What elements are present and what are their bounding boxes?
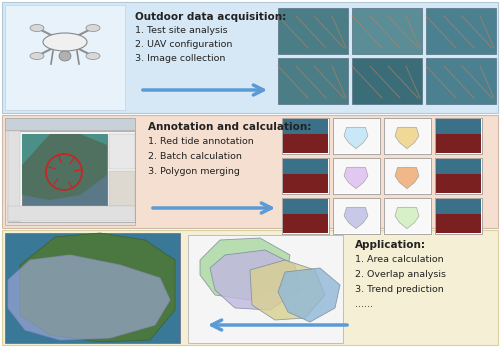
Bar: [384, 198, 431, 234]
Text: 1. Test site analysis: 1. Test site analysis: [135, 26, 228, 35]
Ellipse shape: [30, 25, 44, 32]
Bar: [384, 118, 431, 154]
Bar: [22, 134, 107, 209]
Bar: [278, 8, 348, 54]
Polygon shape: [344, 167, 368, 189]
Bar: [2, 115, 498, 228]
Bar: [385, 199, 430, 233]
Bar: [283, 119, 328, 153]
Bar: [5, 118, 135, 130]
Bar: [278, 58, 348, 104]
Text: Application:: Application:: [355, 240, 426, 250]
Bar: [109, 134, 135, 169]
Bar: [283, 159, 328, 174]
Bar: [5, 5, 125, 110]
Bar: [334, 159, 379, 193]
Text: 3. Image collection: 3. Image collection: [135, 54, 226, 63]
Bar: [436, 119, 481, 153]
Text: 3. Trend prediction: 3. Trend prediction: [355, 285, 444, 294]
Polygon shape: [250, 260, 325, 320]
Bar: [436, 159, 481, 174]
Bar: [8, 206, 135, 221]
Text: Outdoor data acquisition:: Outdoor data acquisition:: [135, 12, 286, 22]
Bar: [109, 171, 135, 206]
Bar: [435, 158, 482, 194]
Bar: [22, 134, 107, 169]
Ellipse shape: [30, 52, 44, 59]
Polygon shape: [210, 250, 300, 310]
Bar: [283, 199, 328, 214]
Bar: [436, 159, 481, 193]
Bar: [435, 118, 482, 154]
Ellipse shape: [59, 51, 71, 61]
Polygon shape: [344, 127, 368, 149]
Bar: [334, 199, 379, 233]
Bar: [282, 158, 329, 194]
Bar: [333, 198, 380, 234]
Polygon shape: [200, 238, 290, 300]
Bar: [188, 235, 343, 343]
Text: 2. UAV configuration: 2. UAV configuration: [135, 40, 232, 49]
Text: Annotation and calculation:: Annotation and calculation:: [148, 122, 312, 132]
Bar: [436, 199, 481, 233]
Bar: [282, 198, 329, 234]
Bar: [283, 159, 328, 193]
Bar: [5, 118, 135, 225]
Text: ......: ......: [355, 300, 373, 309]
Ellipse shape: [86, 52, 100, 59]
Bar: [384, 158, 431, 194]
Bar: [352, 8, 422, 54]
Ellipse shape: [43, 33, 87, 51]
Bar: [2, 230, 498, 345]
Polygon shape: [344, 207, 368, 229]
Bar: [435, 198, 482, 234]
Polygon shape: [8, 255, 170, 340]
Bar: [8, 131, 20, 222]
Bar: [282, 118, 329, 154]
Bar: [334, 119, 379, 153]
Text: 2. Overlap analysis: 2. Overlap analysis: [355, 270, 446, 279]
Polygon shape: [20, 233, 175, 342]
Text: 1. Area calculation: 1. Area calculation: [355, 255, 444, 264]
Polygon shape: [278, 268, 340, 322]
Bar: [385, 119, 430, 153]
Bar: [436, 119, 481, 134]
Bar: [385, 159, 430, 193]
Bar: [5, 233, 180, 343]
Text: 1. Red tide annotation: 1. Red tide annotation: [148, 137, 254, 146]
Bar: [436, 199, 481, 214]
Polygon shape: [395, 127, 419, 149]
Bar: [333, 158, 380, 194]
Polygon shape: [395, 167, 419, 189]
Text: 3. Polygon merging: 3. Polygon merging: [148, 167, 240, 176]
Bar: [8, 131, 135, 222]
Polygon shape: [395, 207, 419, 229]
Ellipse shape: [86, 25, 100, 32]
Bar: [333, 118, 380, 154]
Text: 2. Batch calculation: 2. Batch calculation: [148, 152, 242, 161]
Bar: [283, 199, 328, 233]
Bar: [426, 58, 496, 104]
Polygon shape: [22, 134, 107, 200]
Bar: [2, 2, 498, 113]
Bar: [352, 58, 422, 104]
Bar: [283, 119, 328, 134]
Bar: [426, 8, 496, 54]
